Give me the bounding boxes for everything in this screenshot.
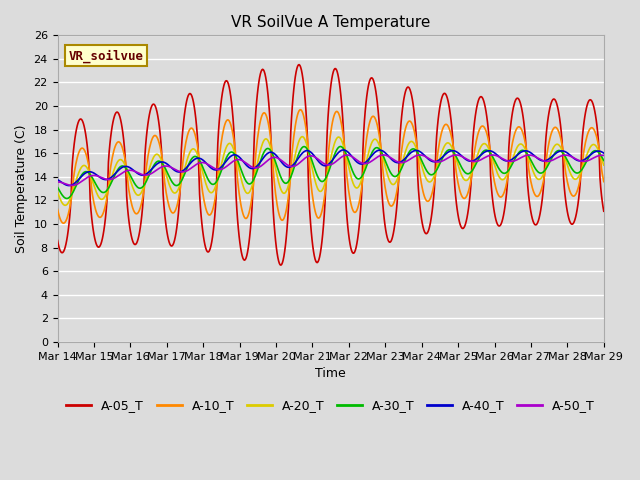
A-10_T — [120, 153, 128, 158]
A-40_T — [54, 177, 61, 182]
A-30_T — [65, 195, 72, 201]
A-50_T — [120, 169, 128, 175]
A-50_T — [63, 182, 71, 188]
Line: A-30_T: A-30_T — [58, 146, 604, 198]
A-10_T — [205, 212, 212, 217]
A-30_T — [54, 184, 61, 190]
A-50_T — [415, 152, 422, 158]
A-20_T — [176, 182, 184, 188]
A-50_T — [399, 160, 406, 166]
A-30_T — [120, 164, 128, 169]
A-05_T — [295, 62, 303, 68]
A-40_T — [176, 169, 184, 175]
X-axis label: Time: Time — [316, 367, 346, 380]
A-10_T — [176, 189, 184, 194]
A-05_T — [415, 186, 422, 192]
A-05_T — [54, 238, 61, 243]
A-40_T — [205, 163, 212, 168]
A-10_T — [54, 206, 61, 212]
A-05_T — [204, 249, 212, 255]
A-50_T — [176, 168, 184, 174]
A-05_T — [120, 136, 127, 142]
A-10_T — [600, 179, 607, 184]
A-50_T — [600, 153, 607, 158]
A-40_T — [339, 147, 347, 153]
A-40_T — [63, 182, 71, 188]
A-30_T — [336, 144, 344, 149]
Text: VR_soilvue: VR_soilvue — [68, 49, 143, 62]
A-20_T — [600, 162, 607, 168]
A-05_T — [175, 203, 183, 208]
Legend: A-05_T, A-10_T, A-20_T, A-30_T, A-40_T, A-50_T: A-05_T, A-10_T, A-20_T, A-30_T, A-40_T, … — [61, 394, 600, 417]
Line: A-05_T: A-05_T — [58, 65, 604, 265]
A-20_T — [298, 134, 306, 140]
Title: VR SoilVue A Temperature: VR SoilVue A Temperature — [231, 15, 430, 30]
A-20_T — [65, 200, 72, 206]
A-20_T — [54, 189, 61, 195]
A-30_T — [399, 164, 406, 169]
A-20_T — [415, 152, 422, 157]
A-50_T — [54, 179, 61, 185]
A-05_T — [63, 233, 71, 239]
A-20_T — [205, 188, 212, 193]
A-40_T — [600, 150, 607, 156]
A-40_T — [65, 183, 73, 189]
A-50_T — [380, 152, 387, 158]
Y-axis label: Soil Temperature (C): Soil Temperature (C) — [15, 124, 28, 253]
A-30_T — [415, 151, 422, 156]
A-05_T — [600, 208, 607, 214]
A-10_T — [60, 220, 67, 226]
A-30_T — [600, 157, 607, 163]
A-50_T — [68, 182, 76, 188]
A-40_T — [415, 148, 422, 154]
A-10_T — [399, 142, 406, 147]
A-40_T — [399, 158, 406, 164]
A-10_T — [65, 212, 72, 217]
A-20_T — [120, 161, 128, 167]
A-05_T — [399, 107, 406, 112]
A-10_T — [297, 107, 305, 112]
A-20_T — [399, 159, 406, 165]
Line: A-20_T: A-20_T — [58, 137, 604, 205]
A-10_T — [415, 154, 422, 160]
A-30_T — [63, 195, 70, 201]
Line: A-50_T: A-50_T — [58, 155, 604, 185]
A-50_T — [205, 162, 212, 168]
A-30_T — [176, 180, 184, 186]
Line: A-40_T: A-40_T — [58, 150, 604, 186]
Line: A-10_T: A-10_T — [58, 109, 604, 223]
A-20_T — [61, 203, 69, 208]
A-40_T — [120, 164, 128, 169]
A-30_T — [205, 178, 212, 183]
A-05_T — [277, 262, 285, 268]
